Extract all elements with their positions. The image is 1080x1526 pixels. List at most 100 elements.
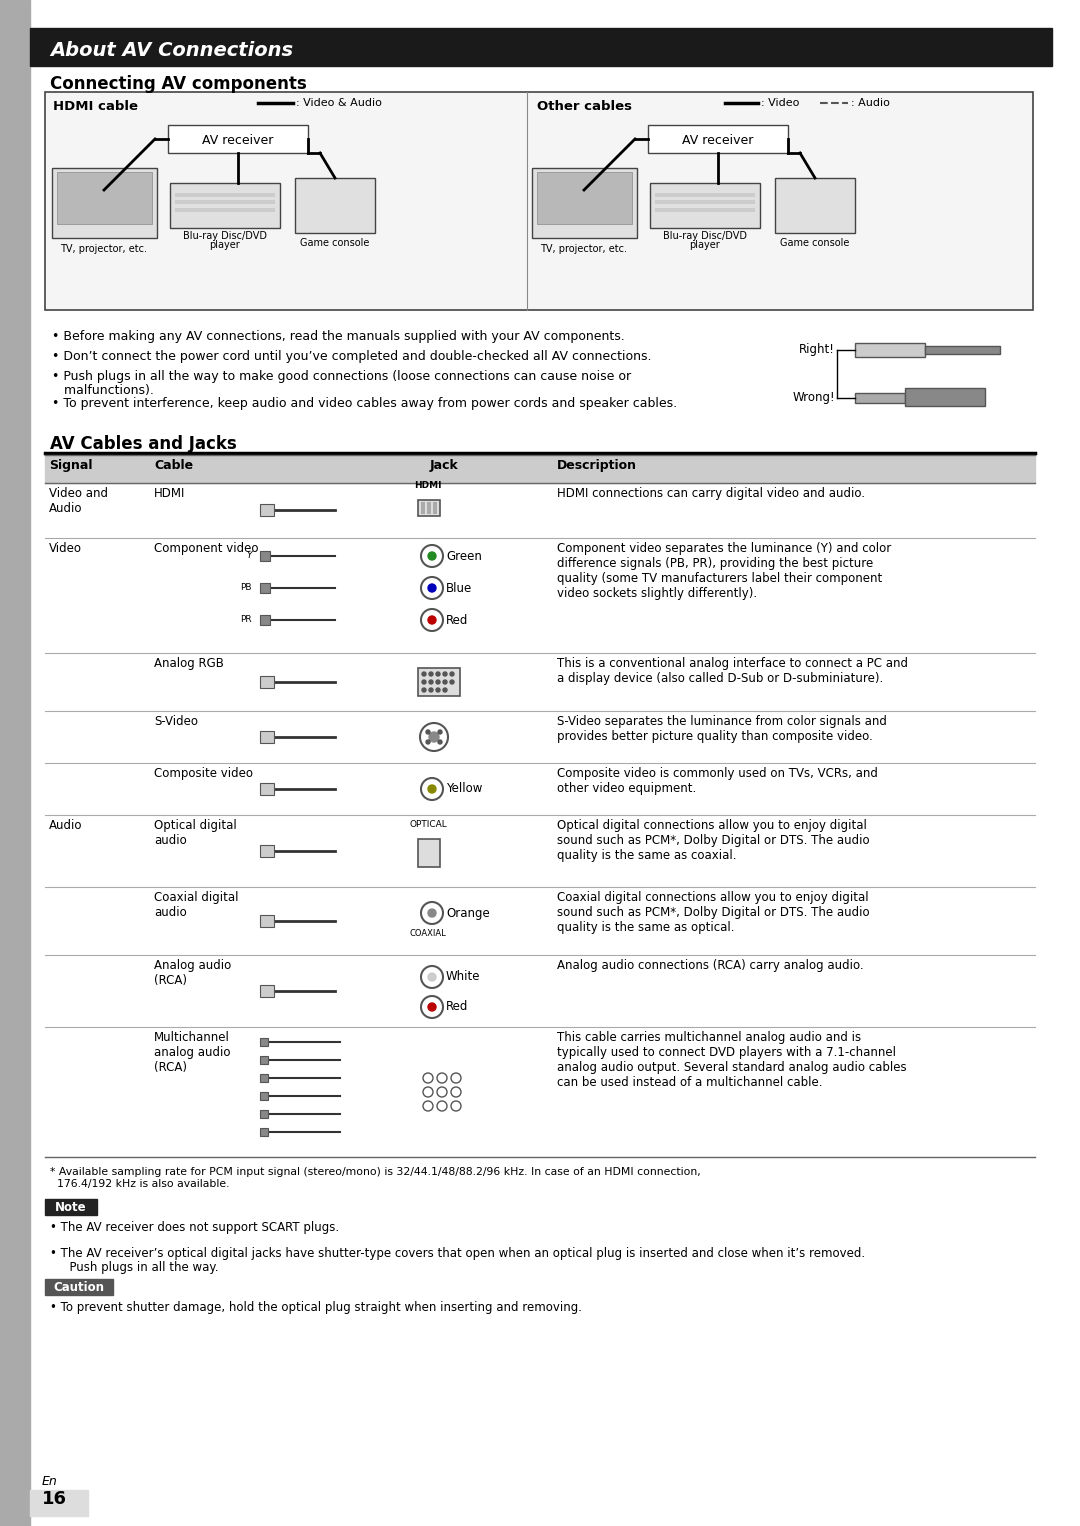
Text: player: player	[690, 240, 720, 250]
Text: Orange: Orange	[446, 906, 489, 920]
Text: Composite video: Composite video	[154, 768, 253, 780]
Circle shape	[429, 732, 438, 742]
Bar	[537, 172, 632, 224]
Text: Caution: Caution	[54, 1280, 105, 1294]
Text: Red: Red	[446, 613, 469, 627]
Circle shape	[436, 671, 440, 676]
Bar	[175, 200, 275, 204]
Text: PB: PB	[241, 583, 252, 592]
Circle shape	[428, 974, 436, 981]
Text: Coaxial digital connections allow you to enjoy digital
sound such as PCM*, Dolby: Coaxial digital connections allow you to…	[557, 891, 869, 934]
Text: Composite video is commonly used on TVs, VCRs, and
other video equipment.: Composite video is commonly used on TVs,…	[557, 768, 878, 795]
Bar	[650, 183, 760, 227]
Bar	[45, 1279, 113, 1296]
Bar	[260, 1128, 268, 1135]
Text: Analog RGB: Analog RGB	[154, 658, 224, 670]
Text: • Push plugs in all the way to make good connections (loose connections can caus: • Push plugs in all the way to make good…	[52, 369, 631, 383]
Bar	[260, 1074, 268, 1082]
Bar	[260, 984, 274, 996]
Circle shape	[428, 552, 436, 560]
Text: HDMI cable: HDMI cable	[53, 101, 138, 113]
Circle shape	[443, 681, 447, 684]
Text: : Audio: : Audio	[851, 98, 890, 108]
Circle shape	[422, 671, 426, 676]
Bar	[532, 168, 637, 238]
Bar	[648, 125, 788, 153]
Bar	[260, 1038, 268, 1045]
Bar	[418, 668, 460, 696]
Text: S-Video separates the luminance from color signals and
provides better picture q: S-Video separates the luminance from col…	[557, 716, 887, 743]
Circle shape	[438, 740, 442, 745]
Text: Jack: Jack	[430, 459, 459, 472]
Text: * Available sampling rate for PCM input signal (stereo/mono) is 32/44.1/48/88.2/: * Available sampling rate for PCM input …	[50, 1167, 701, 1189]
Circle shape	[428, 784, 436, 794]
Text: Game console: Game console	[781, 238, 850, 249]
Bar	[52, 168, 157, 238]
Text: This is a conventional analog interface to connect a PC and
a display device (al: This is a conventional analog interface …	[557, 658, 908, 685]
Bar	[170, 183, 280, 227]
Bar	[45, 1199, 97, 1215]
Bar	[260, 504, 274, 516]
Circle shape	[429, 688, 433, 691]
Bar	[433, 502, 437, 514]
Bar	[855, 343, 924, 357]
Text: Blu-ray Disc/DVD: Blu-ray Disc/DVD	[183, 230, 267, 241]
Text: : Video & Audio: : Video & Audio	[296, 98, 382, 108]
Bar	[168, 125, 308, 153]
Bar	[295, 179, 375, 233]
Bar	[260, 551, 270, 562]
Text: TV, projector, etc.: TV, projector, etc.	[540, 244, 627, 253]
Circle shape	[443, 688, 447, 691]
Text: HDMI connections can carry digital video and audio.: HDMI connections can carry digital video…	[557, 487, 865, 501]
Text: Component video: Component video	[154, 542, 258, 555]
Text: Yellow: Yellow	[446, 783, 483, 795]
Circle shape	[428, 909, 436, 917]
Text: Other cables: Other cables	[537, 101, 632, 113]
Bar	[175, 192, 275, 197]
Bar	[418, 501, 440, 516]
Text: Multichannel
analog audio
(RCA): Multichannel analog audio (RCA)	[154, 1032, 230, 1074]
Bar	[45, 92, 1032, 310]
Bar	[654, 192, 755, 197]
Circle shape	[429, 671, 433, 676]
Bar	[775, 179, 855, 233]
Circle shape	[428, 617, 436, 624]
Text: White: White	[446, 971, 481, 983]
Bar	[924, 346, 1000, 354]
Text: Component video separates the luminance (Y) and color
difference signals (PB, PR: Component video separates the luminance …	[557, 542, 891, 600]
Bar	[260, 731, 274, 743]
Bar	[421, 502, 426, 514]
Text: • To prevent shutter damage, hold the optical plug straight when inserting and r: • To prevent shutter damage, hold the op…	[50, 1302, 582, 1314]
Text: Video and
Audio: Video and Audio	[49, 487, 108, 514]
Bar	[260, 676, 274, 688]
Bar	[57, 172, 152, 224]
Text: Analog audio
(RCA): Analog audio (RCA)	[154, 958, 231, 987]
Text: En: En	[42, 1476, 57, 1488]
Text: AV receiver: AV receiver	[683, 134, 754, 148]
Bar	[0, 0, 30, 1526]
Text: AV receiver: AV receiver	[202, 134, 273, 148]
Bar	[30, 27, 1052, 66]
Text: Y: Y	[246, 551, 252, 560]
Circle shape	[428, 1003, 436, 1012]
Text: Blue: Blue	[446, 581, 472, 595]
Circle shape	[422, 681, 426, 684]
Text: HDMI: HDMI	[415, 481, 442, 490]
Text: Video: Video	[49, 542, 82, 555]
Text: Blu-ray Disc/DVD: Blu-ray Disc/DVD	[663, 230, 747, 241]
Text: 16: 16	[42, 1489, 67, 1508]
Text: • Before making any AV connections, read the manuals supplied with your AV compo: • Before making any AV connections, read…	[52, 330, 624, 343]
Text: Game console: Game console	[300, 238, 369, 249]
Bar	[260, 1056, 268, 1064]
Bar	[418, 839, 440, 867]
Text: This cable carries multichannel analog audio and is
typically used to connect DV: This cable carries multichannel analog a…	[557, 1032, 906, 1090]
Circle shape	[436, 681, 440, 684]
Bar	[260, 615, 270, 626]
Circle shape	[428, 584, 436, 592]
Text: COAXIAL: COAXIAL	[409, 929, 446, 938]
Text: • The AV receiver’s optical digital jacks have shutter-type covers that open whe: • The AV receiver’s optical digital jack…	[50, 1247, 865, 1260]
Circle shape	[443, 671, 447, 676]
Text: Optical digital connections allow you to enjoy digital
sound such as PCM*, Dolby: Optical digital connections allow you to…	[557, 819, 869, 862]
Text: PR: PR	[241, 615, 252, 624]
Text: Push plugs in all the way.: Push plugs in all the way.	[62, 1260, 218, 1274]
